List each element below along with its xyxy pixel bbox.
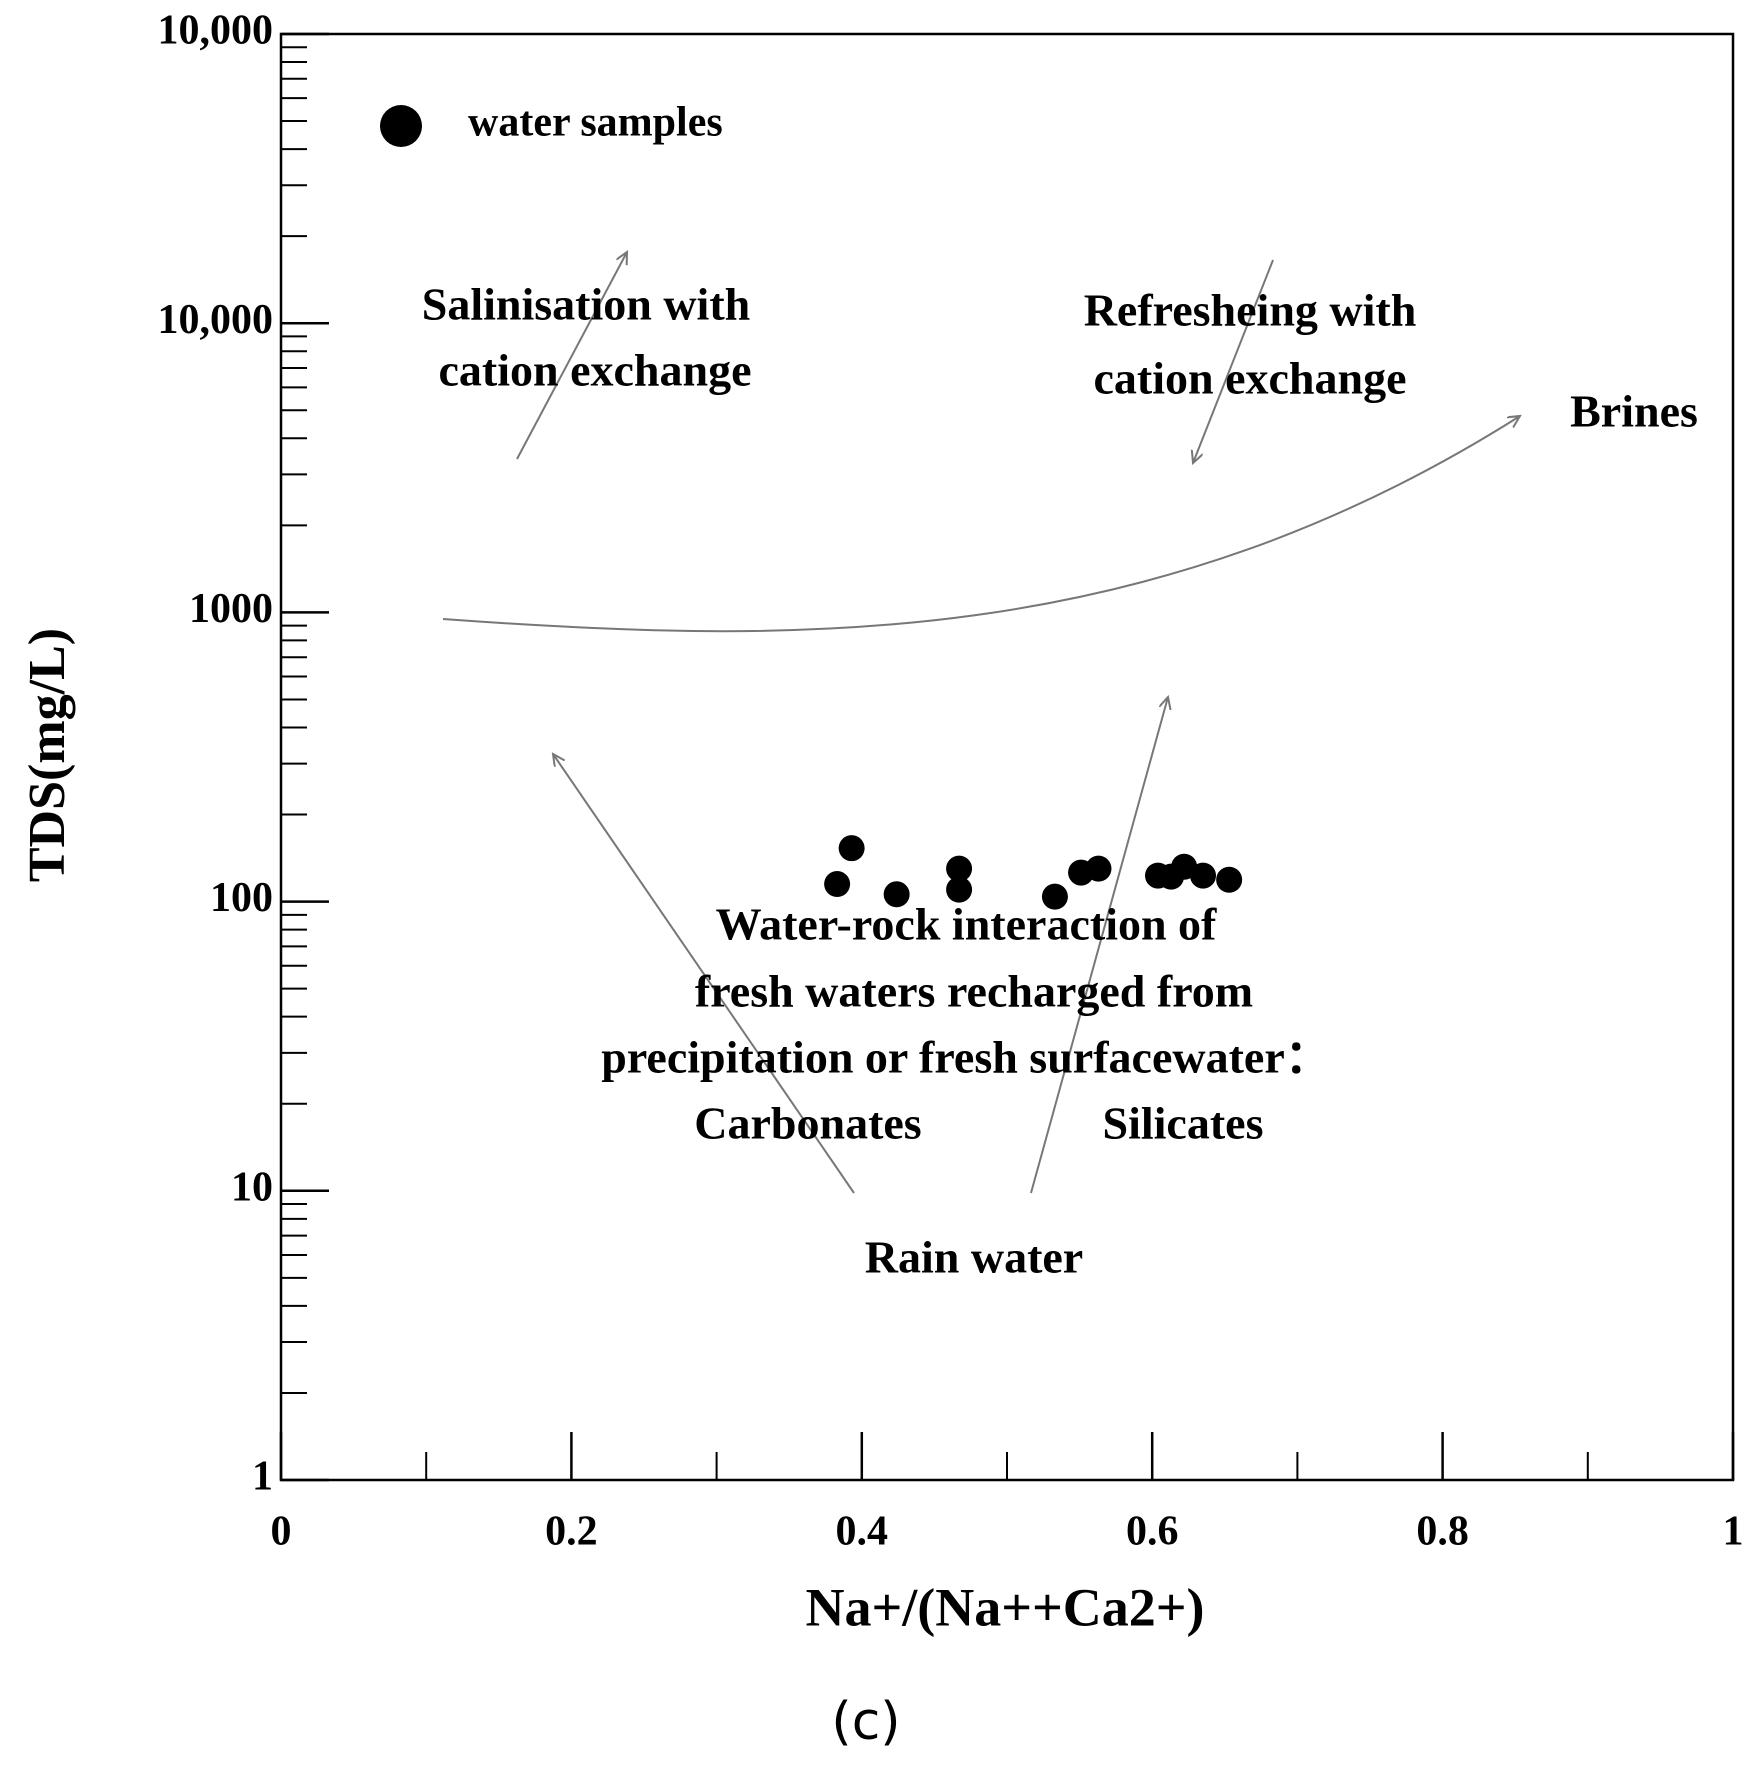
data-point — [1041, 883, 1068, 910]
annotation: Carbonates — [694, 1098, 921, 1149]
x-tick-label: 0.6 — [1126, 1509, 1179, 1555]
annotation: cation exchange — [438, 345, 751, 396]
annotation: fresh waters recharged from — [695, 966, 1253, 1017]
arrow — [1030, 697, 1168, 1194]
data-point — [1085, 855, 1112, 882]
annotation: Water-rock interaction of — [716, 899, 1217, 950]
annotation: Silicates — [1103, 1098, 1264, 1149]
arrow — [553, 754, 855, 1194]
x-tick-label: 0.8 — [1416, 1509, 1469, 1555]
data-point — [824, 871, 851, 898]
y-tick-label: 100 — [210, 875, 273, 921]
y-tick-label: 10,000 — [158, 8, 274, 54]
x-tick-label: 0.2 — [545, 1509, 598, 1555]
arrow-curve — [442, 416, 1520, 633]
caption: (c) — [831, 1692, 900, 1752]
data-point — [946, 876, 973, 903]
legend-label: water samples — [468, 100, 723, 146]
annotation: cation exchange — [1093, 353, 1406, 404]
legend-marker — [380, 105, 422, 147]
annotation: Salinisation with — [422, 279, 751, 330]
arrow — [516, 252, 627, 460]
annotation: precipitation or fresh surfacewater： — [601, 1032, 1330, 1083]
data-point — [1190, 862, 1217, 889]
y-tick-label: 1 — [252, 1454, 273, 1500]
y-axis-label: TDS(mg/L) — [19, 628, 76, 882]
annotation: Refresheing with — [1084, 285, 1417, 336]
y-tick-label: 10 — [231, 1164, 273, 1210]
y-tick-label: 1000 — [189, 586, 273, 632]
data-point — [883, 881, 910, 908]
x-tick-label: 0.4 — [836, 1509, 889, 1555]
x-axis-label: Na+/(Na++Ca2+) — [805, 1577, 1204, 1637]
arrow — [1193, 259, 1274, 463]
x-tick-label: 0 — [271, 1509, 292, 1555]
data-point — [946, 855, 973, 882]
annotation: Rain water — [865, 1232, 1083, 1283]
y-tick-label: 10,000 — [158, 297, 274, 343]
annotation: Brines — [1570, 386, 1698, 437]
x-tick-label: 1 — [1723, 1509, 1744, 1555]
data-point — [1216, 866, 1243, 893]
data-point — [838, 835, 865, 862]
